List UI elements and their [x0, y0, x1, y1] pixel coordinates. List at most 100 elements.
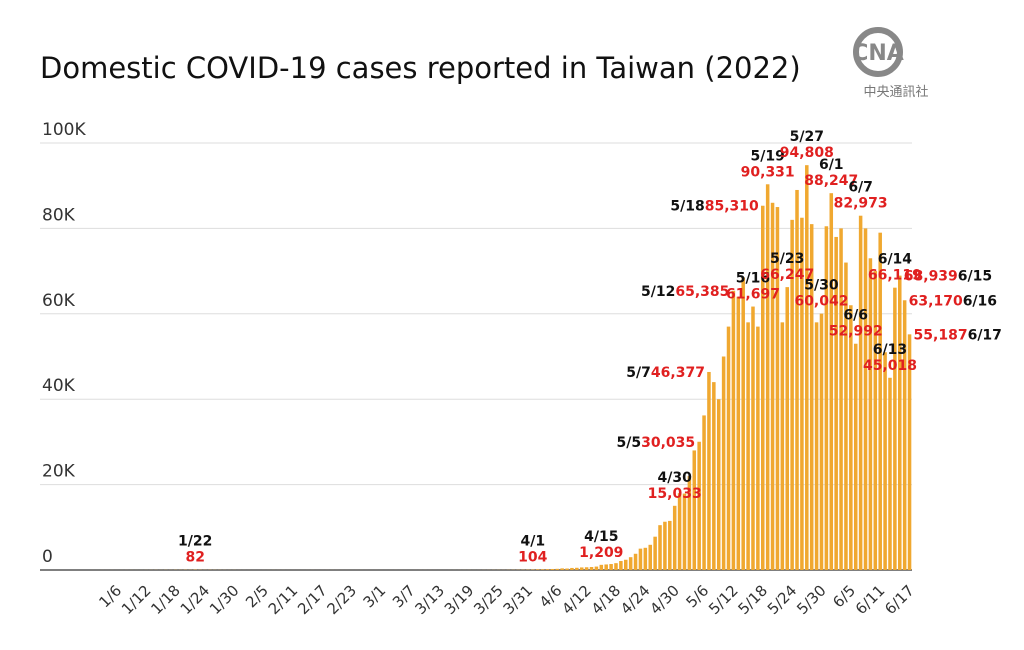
- bar: [726, 326, 731, 570]
- bar: [550, 568, 555, 570]
- bar: [692, 450, 697, 570]
- annotation-value: 66,119: [868, 268, 922, 284]
- annotation-value: 63,170: [909, 293, 963, 309]
- bar: [785, 287, 789, 570]
- bar: [751, 306, 755, 570]
- annotation-value: 15,033: [648, 486, 702, 502]
- bar: [604, 564, 608, 570]
- annotation-date: 5/19: [750, 148, 784, 164]
- annotation-value: 60,042: [794, 294, 848, 310]
- annotation-date: 4/15: [584, 529, 618, 545]
- annotation: 5/1265,385: [641, 284, 729, 300]
- bar: [677, 493, 682, 570]
- bar: [819, 313, 824, 570]
- bar: [702, 415, 706, 570]
- bar: [658, 525, 662, 570]
- bar: [893, 287, 897, 570]
- bar: [589, 567, 594, 570]
- annotation-value: 90,331: [741, 164, 795, 180]
- bar: [858, 215, 863, 570]
- bar: [756, 326, 760, 570]
- annotation-value: 46,377: [651, 365, 705, 381]
- bar: [633, 553, 638, 570]
- bar: [902, 300, 907, 570]
- bar: [775, 207, 780, 571]
- bar: [663, 521, 667, 570]
- bar: [790, 219, 794, 571]
- bar: [795, 189, 799, 570]
- bar: [829, 193, 834, 570]
- y-tick-label: 100K: [42, 120, 86, 140]
- bar: [682, 493, 687, 570]
- annotation-date: 6/13: [873, 342, 907, 358]
- annotation-value: 65,385: [675, 284, 729, 300]
- bar: [609, 564, 613, 570]
- annotation-date: 5/7: [626, 365, 651, 381]
- annotation: 55,1876/17: [914, 327, 1002, 343]
- annotation: 5/530,035: [617, 435, 696, 451]
- y-tick-label: 40K: [42, 376, 76, 396]
- bar: [648, 544, 652, 570]
- bar: [746, 322, 750, 570]
- annotation-date: 5/23: [770, 251, 804, 267]
- bar: [545, 569, 550, 570]
- bar: [844, 262, 848, 570]
- bar: [849, 305, 853, 570]
- bar: [863, 228, 868, 570]
- annotation-date: 6/14: [878, 252, 913, 268]
- bar: [824, 226, 829, 570]
- logo-mark: CNA: [852, 41, 904, 66]
- annotation-value: 66,247: [760, 267, 814, 283]
- bar: [736, 296, 741, 570]
- annotation-date: 6/17: [968, 327, 1002, 343]
- bar: [628, 557, 633, 570]
- bar: [716, 399, 721, 570]
- annotation-date: 6/15: [958, 269, 992, 285]
- annotation-date: 6/6: [843, 308, 868, 324]
- annotation-value: 55,187: [914, 327, 968, 343]
- bar: [619, 561, 623, 570]
- bar: [883, 352, 887, 570]
- annotation: 5/746,377: [626, 365, 705, 381]
- bar: [643, 547, 648, 570]
- bar: [565, 568, 569, 570]
- y-tick-label: 80K: [42, 205, 76, 225]
- annotation-date: 5/16: [736, 271, 770, 287]
- bar: [560, 568, 564, 570]
- bar: [707, 371, 711, 570]
- logo-ring: [853, 27, 903, 77]
- bar: [672, 505, 677, 570]
- annotation-date: 5/27: [790, 129, 824, 145]
- annotation-value: 104: [518, 550, 547, 566]
- bar: [839, 228, 843, 570]
- annotation-date: 4/30: [658, 470, 693, 486]
- bar: [555, 568, 560, 570]
- bar: [594, 566, 599, 570]
- bar: [584, 567, 589, 570]
- y-tick-label: 60K: [42, 291, 76, 311]
- bar: [599, 564, 604, 570]
- annotation-value: 45,018: [863, 358, 917, 374]
- bar: [721, 356, 726, 570]
- bar: [687, 476, 692, 570]
- bar: [814, 322, 819, 570]
- bar: [809, 224, 814, 570]
- bar: [805, 165, 809, 570]
- logo-name: 中央通訊社: [863, 84, 928, 100]
- bar: [697, 441, 701, 570]
- bar: [614, 563, 618, 570]
- annotation-date: 6/1: [819, 157, 844, 173]
- bar: [770, 202, 775, 570]
- annotation: 63,1706/16: [909, 293, 997, 309]
- bar: [873, 271, 878, 570]
- bar: [888, 377, 892, 570]
- y-tick-label: 20K: [42, 462, 76, 482]
- annotation-value: 68,939: [904, 269, 958, 285]
- bar: [570, 567, 574, 570]
- bar: [761, 205, 765, 570]
- annotation-date: 5/12: [641, 284, 675, 300]
- annotation-value: 30,035: [641, 435, 695, 451]
- bar: [653, 536, 657, 570]
